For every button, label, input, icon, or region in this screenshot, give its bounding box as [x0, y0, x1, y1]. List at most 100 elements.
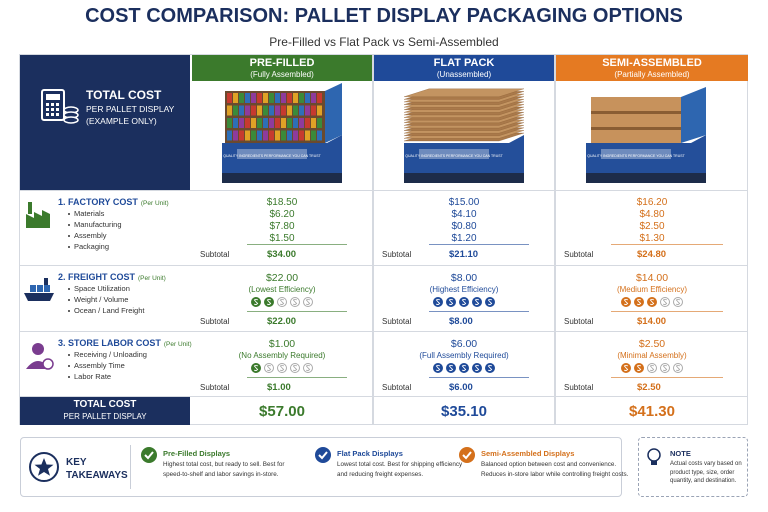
labor-icon	[26, 343, 54, 370]
column-name: FLAT PACK	[433, 57, 495, 69]
row-line	[20, 331, 748, 332]
display-image: QUALITY INGREDIENTS PERFORMANCE YOU CAN …	[586, 87, 706, 183]
rating	[251, 363, 313, 373]
subtotal-label: Subtotal	[564, 317, 594, 326]
total-value: $57.00	[259, 403, 305, 420]
column-header	[556, 55, 748, 81]
subtotal-rule	[247, 377, 347, 378]
cost-note: (Medium Efficiency)	[616, 285, 688, 294]
banner-text: QUALITY INGREDIENTS PERFORMANCE YOU CAN …	[587, 154, 685, 158]
cost-value: $6.20	[269, 209, 295, 220]
row-unit: (Per Unit)	[140, 200, 169, 207]
rating-icon	[459, 363, 469, 373]
subtotal-rule	[429, 377, 529, 378]
cost-value: $22.00	[265, 272, 299, 284]
subtotal-rule	[429, 311, 529, 312]
rating-icon	[433, 363, 443, 373]
row-unit: (Per Unit)	[138, 275, 166, 282]
rating-icon	[647, 363, 657, 373]
header-example: (EXAMPLE ONLY)	[86, 116, 157, 126]
rating-icon	[277, 363, 287, 373]
takeaway-text: Lowest total cost. Best for shipping eff…	[337, 461, 463, 478]
cost-value: $6.00	[450, 338, 478, 350]
subtotal-rule	[429, 244, 529, 245]
bullet	[68, 288, 70, 290]
subtotal-rule	[611, 244, 723, 245]
bullet	[68, 224, 70, 226]
note-text: Actual costs vary based on product type,…	[670, 461, 742, 484]
bulb-icon	[647, 448, 661, 465]
column-header	[374, 55, 554, 81]
row-title: 2. FREIGHT COST (Per Unit)	[58, 272, 166, 282]
rating-icon	[303, 297, 313, 307]
row-item: Materials	[74, 209, 105, 218]
freight-icon	[24, 278, 54, 301]
calculator-icon	[41, 89, 79, 124]
check-icon	[141, 447, 157, 463]
cost-note: (Minimal Assembly)	[617, 351, 687, 360]
cost-value: $1.20	[451, 233, 477, 244]
bullet	[68, 310, 70, 312]
takeaways-heading: KEY TAKEAWAYS	[66, 457, 128, 481]
column-name: SEMI-ASSEMBLED	[602, 57, 702, 69]
factory-icon	[26, 202, 50, 228]
rating-icon	[472, 363, 482, 373]
subtotal-value: $2.50	[637, 382, 661, 393]
row-item: Space Utilization	[74, 284, 130, 293]
bullet	[68, 246, 70, 248]
rating	[621, 363, 683, 373]
cost-value: $2.50	[638, 338, 666, 350]
rating-icon	[673, 363, 683, 373]
rating-icon	[290, 363, 300, 373]
cost-value: $4.80	[639, 209, 665, 220]
rating-icon	[472, 297, 482, 307]
total-value: $35.10	[441, 403, 487, 420]
row-title: 1. FACTORY COST (Per Unit)	[58, 197, 169, 207]
row-line	[20, 265, 748, 266]
rating-icon	[446, 363, 456, 373]
cost-value: $0.80	[451, 221, 477, 232]
subtotal-value: $21.10	[449, 249, 479, 260]
bullet	[68, 299, 70, 301]
rating-icon	[634, 363, 644, 373]
header-total: TOTAL COST	[86, 88, 162, 102]
subtotal-label: Subtotal	[200, 383, 230, 392]
title: COST COMPARISON: PALLET DISPLAY PACKAGIN…	[85, 5, 683, 27]
takeaway-title: Semi-Assembled Displays	[481, 449, 575, 458]
rating-icon	[264, 297, 274, 307]
cost-note: (Highest Efficiency)	[429, 285, 499, 294]
cost-value: $2.50	[639, 221, 665, 232]
rating-icon	[485, 363, 495, 373]
takeaways-divider	[130, 445, 131, 489]
subtotal-value: $22.00	[267, 316, 297, 327]
header-per: PER PALLET DISPLAY	[86, 104, 175, 114]
cost-value: $4.10	[451, 209, 477, 220]
rating-icon	[634, 297, 644, 307]
row-unit: (Per Unit)	[163, 341, 192, 348]
row-item: Receiving / Unloading	[74, 350, 147, 359]
bullet	[68, 235, 70, 237]
rating-icon	[251, 363, 261, 373]
takeaway-title: Pre-Filled Displays	[163, 449, 231, 458]
subtotal-value: $24.80	[637, 249, 667, 260]
subtotal-label: Subtotal	[382, 317, 412, 326]
rating-icon	[303, 363, 313, 373]
cost-value: $7.80	[269, 221, 295, 232]
subtotal-label: Subtotal	[382, 383, 412, 392]
rating-icon	[660, 297, 670, 307]
total-box	[20, 397, 190, 425]
cost-note: (Lowest Efficiency)	[248, 285, 316, 294]
rating-icon	[251, 297, 261, 307]
subtotal-label: Subtotal	[200, 317, 230, 326]
rating-icon	[660, 363, 670, 373]
subtotal-value: $14.00	[637, 316, 667, 327]
display-image: QUALITY INGREDIENTS PERFORMANCE YOU CAN …	[222, 83, 342, 183]
check-icon	[315, 447, 331, 463]
cost-note: (No Assembly Required)	[238, 351, 326, 360]
row-item: Assembly Time	[74, 361, 125, 370]
col-line	[372, 55, 374, 425]
bullet	[68, 376, 70, 378]
subtotal-value: $1.00	[267, 382, 291, 393]
cost-value: $14.00	[635, 272, 669, 284]
bullet	[68, 213, 70, 215]
